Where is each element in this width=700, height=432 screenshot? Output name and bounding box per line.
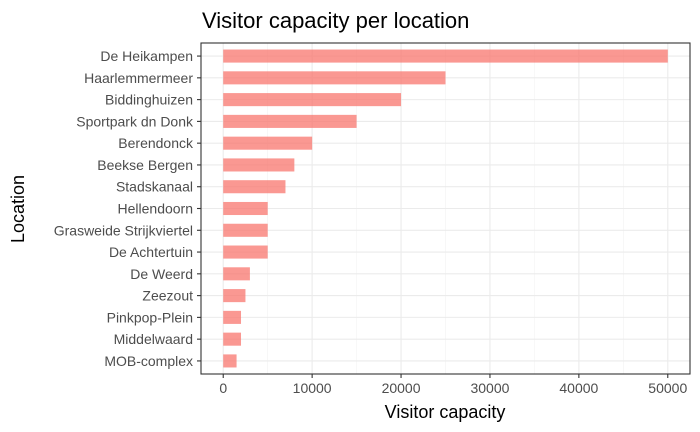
y-tick-label: Beekse Bergen	[97, 157, 193, 173]
bar	[223, 180, 286, 194]
y-tick-label: De Heikampen	[100, 48, 193, 64]
y-tick-label: Stadskanaal	[116, 179, 193, 195]
x-tick-label: 40000	[559, 380, 598, 396]
bars	[223, 49, 668, 368]
bar	[223, 201, 268, 216]
bar	[223, 158, 295, 172]
y-tick-label: De Achtertuin	[109, 244, 193, 260]
y-tick-label: Zeezout	[142, 288, 193, 304]
bar	[223, 71, 446, 85]
x-tick-label: 20000	[382, 380, 421, 396]
x-tick-label: 50000	[648, 380, 687, 396]
y-tick-label: Pinkpop-Plein	[107, 309, 193, 325]
x-tick-label: 30000	[470, 380, 509, 396]
bar	[223, 223, 268, 237]
x-tick-label: 0	[219, 380, 227, 396]
chart-title: Visitor capacity per location	[202, 8, 469, 33]
bar	[223, 245, 268, 259]
y-tick-label: Grasweide Strijkviertel	[54, 222, 193, 238]
y-tick-label: Biddinghuizen	[105, 92, 193, 108]
bar	[223, 310, 242, 324]
x-axis: 0 10000 20000 30000 40000 50000	[219, 374, 687, 396]
bar	[223, 354, 237, 368]
y-axis-title: Location	[8, 175, 28, 243]
bar	[223, 289, 246, 303]
bar	[223, 114, 357, 128]
y-axis: De Heikampen Haarlemmermeer Biddinghuizen S…	[54, 48, 201, 369]
bar	[223, 267, 250, 281]
y-tick-label: Haarlemmermeer	[84, 70, 193, 86]
y-tick-label: Hellendoorn	[118, 201, 194, 217]
bar	[223, 136, 313, 150]
bar	[223, 93, 402, 107]
x-axis-title: Visitor capacity	[385, 402, 506, 422]
grid	[201, 43, 690, 374]
x-tick-label: 10000	[293, 380, 332, 396]
y-tick-label: Middelwaard	[114, 331, 193, 347]
y-tick-label: MOB-complex	[104, 353, 193, 369]
y-tick-label: Sportpark dn Donk	[76, 113, 194, 129]
y-tick-label: De Weerd	[130, 266, 193, 282]
y-tick-label: Berendonck	[118, 135, 194, 151]
bar	[223, 332, 242, 346]
bar	[223, 49, 668, 63]
